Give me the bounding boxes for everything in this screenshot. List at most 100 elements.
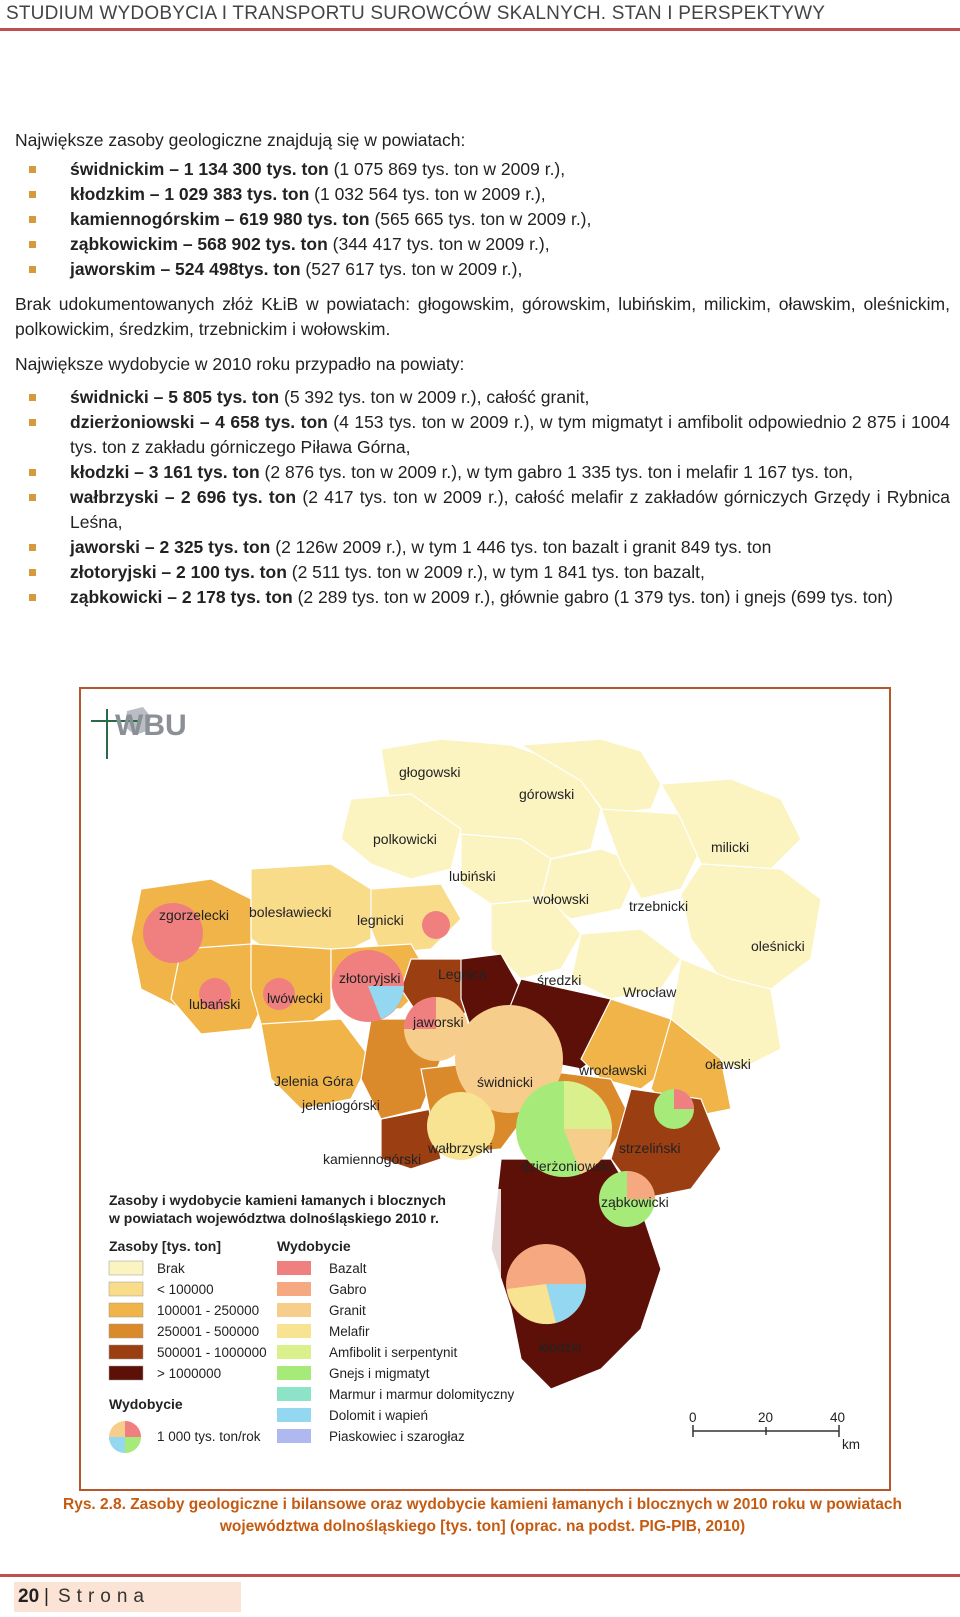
item-text: (565 665 tys. ton w 2009 r.),	[369, 209, 592, 229]
label-zlotoryjski: złotoryjski	[339, 970, 400, 986]
item-text: (2 417 tys. ton w 2009 r.), całość melaf…	[70, 487, 950, 532]
label-olesnicki: oleśnicki	[751, 938, 805, 954]
item-bold: wałbrzyski – 2 696 tys. ton	[70, 487, 297, 507]
label-sredzki: średzki	[537, 972, 581, 988]
item-text: (1 075 869 tys. ton w 2009 r.),	[328, 159, 566, 179]
label-legnica: Legnica	[438, 966, 487, 982]
list-item: ząbkowicki – 2 178 tys. ton (2 289 tys. …	[29, 585, 950, 610]
label-walbrzyski: wałbrzyski	[427, 1140, 493, 1156]
header-rule	[0, 28, 960, 31]
list-item: kamiennogórskim – 619 980 tys. ton (565 …	[29, 207, 950, 232]
legend-rock-label: Granit	[329, 1303, 366, 1318]
item-text: (2 126w 2009 r.), w tym 1 446 tys. ton b…	[270, 537, 772, 557]
list-item: świdnicki – 5 805 tys. ton (5 392 tys. t…	[29, 385, 950, 410]
map-legend: Zasoby i wydobycie kamieni łamanych i bl…	[101, 1189, 515, 1474]
list-item: dzierżoniowski – 4 658 tys. ton (4 153 t…	[29, 410, 950, 460]
scale-bar: 0 20 40 km	[689, 1410, 860, 1452]
map-figure: WBU	[79, 687, 891, 1491]
item-bold: złotoryjski – 2 100 tys. ton	[70, 562, 287, 582]
page-number: 20	[18, 1586, 40, 1607]
rock-types: Bazalt Gabro Granit Melafir Amfibolit i …	[277, 1261, 515, 1444]
legend-rock-label: Dolomit i wapień	[329, 1408, 428, 1423]
main-content: Największe zasoby geologiczne znajdują s…	[15, 128, 950, 610]
legend-production-symbol-label: 1 000 tys. ton/rok	[157, 1429, 261, 1444]
item-bold: dzierżoniowski – 4 658 tys. ton	[70, 412, 328, 432]
legend-class-label: 100001 - 250000	[157, 1303, 259, 1318]
legend-rock-label: Gabro	[329, 1282, 367, 1297]
item-bold: jaworskim – 524 498tys. ton	[70, 259, 301, 279]
label-jaworski: jaworski	[412, 1014, 464, 1030]
footer-rule	[0, 1574, 960, 1577]
legend-production-symbol-title: Wydobycie	[109, 1396, 183, 1412]
legend-class-label: > 1000000	[157, 1366, 221, 1381]
header-title: STUDIUM WYDOBYCIA I TRANSPORTU SUROWCÓW …	[6, 3, 826, 24]
label-trzebnicki: trzebnicki	[629, 898, 688, 914]
item-bold: kamiennogórskim – 619 980 tys. ton	[70, 209, 370, 229]
item-bold: kłodzki – 3 161 tys. ton	[70, 462, 260, 482]
reserves-intro: Największe zasoby geologiczne znajdują s…	[15, 130, 466, 150]
item-bold: świdnickim – 1 134 300 tys. ton	[70, 159, 329, 179]
label-boleslawiecki: bolesławiecki	[249, 904, 331, 920]
legend-rock-label: Melafir	[329, 1324, 370, 1339]
label-legnicki: legnicki	[357, 912, 404, 928]
page-header: STUDIUM WYDOBYCIA I TRANSPORTU SUROWCÓW …	[0, 0, 960, 31]
label-dzierzoniowski: dzierżoniowski	[521, 1158, 612, 1174]
label-polkowicki: polkowicki	[373, 831, 437, 847]
figure-caption: Rys. 2.8. Zasoby geologiczne i bilansowe…	[63, 1496, 902, 1535]
legend-class-label: Brak	[157, 1261, 185, 1276]
scale-unit: km	[842, 1437, 860, 1452]
label-lwowecki: lwówecki	[267, 990, 323, 1006]
legend-class-label: < 100000	[157, 1282, 214, 1297]
item-text: (2 511 tys. ton w 2009 r.), w tym 1 841 …	[286, 562, 705, 582]
list-item: złotoryjski – 2 100 tys. ton (2 511 tys.…	[29, 560, 950, 585]
legend-title-line2: w powiatach województwa dolnośląskiego 2…	[108, 1210, 439, 1226]
item-text: (2 289 tys. ton w 2009 r.), głównie gabr…	[292, 587, 893, 607]
item-bold: ząbkowickim – 568 902 tys. ton	[70, 234, 328, 254]
district-labels: głogowski górowski polkowicki milicki lu…	[159, 764, 805, 1355]
label-wolowski: wołowski	[532, 891, 589, 907]
label-kamiennogorski: kamiennogórski	[323, 1151, 421, 1167]
list-item: ząbkowickim – 568 902 tys. ton (344 417 …	[29, 232, 950, 257]
legend-pie-symbol	[109, 1421, 141, 1453]
label-glogowski: głogowski	[399, 764, 460, 780]
label-lubanski: lubański	[189, 996, 240, 1012]
item-bold: ząbkowicki – 2 178 tys. ton	[70, 587, 293, 607]
label-zgorzelecki: zgorzelecki	[159, 907, 229, 923]
legend-production-title: Wydobycie	[277, 1238, 351, 1254]
item-text: (4 153 tys. ton w 2009 r.), w tym migmat…	[70, 412, 950, 457]
label-milicki: milicki	[711, 839, 749, 855]
legend-rock-label: Amfibolit i serpentynit	[329, 1345, 458, 1360]
list-item: kłodzkim – 1 029 383 tys. ton (1 032 564…	[29, 182, 950, 207]
label-zabkowicki: ząbkowicki	[601, 1194, 669, 1210]
list-item: jaworskim – 524 498tys. ton (527 617 tys…	[29, 257, 950, 282]
footer-separator: |	[44, 1586, 49, 1607]
map-svg: WBU	[91, 705, 860, 1474]
footer-box	[14, 1582, 241, 1612]
item-bold: kłodzkim – 1 029 383 tys. ton	[70, 184, 310, 204]
legend-class-label: 250001 - 500000	[157, 1324, 259, 1339]
production-list: świdnicki – 5 805 tys. ton (5 392 tys. t…	[15, 385, 950, 610]
list-item: jaworski – 2 325 tys. ton (2 126w 2009 r…	[29, 535, 950, 560]
item-text: (2 876 tys. ton w 2009 r.), w tym gabro …	[259, 462, 853, 482]
item-text: (5 392 tys. ton w 2009 r.), całość grani…	[279, 387, 590, 407]
scale-label-20: 20	[758, 1410, 773, 1425]
item-text: (344 417 tys. ton w 2009 r.),	[327, 234, 550, 254]
legend-reserves-title: Zasoby [tys. ton]	[109, 1238, 221, 1254]
legend-rock-label: Gnejs i migmatyt	[329, 1366, 430, 1381]
no-deposits-paragraph: Brak udokumentowanych złóż KŁiB w powiat…	[15, 294, 950, 339]
item-bold: jaworski – 2 325 tys. ton	[70, 537, 271, 557]
label-wroclawski: wrocławski	[578, 1062, 647, 1078]
label-lubinski: lubiński	[449, 868, 496, 884]
list-item: świdnickim – 1 134 300 tys. ton (1 075 8…	[29, 157, 950, 182]
label-strzelinski: strzeliński	[619, 1140, 680, 1156]
label-jelenia-gora: Jelenia Góra	[274, 1073, 354, 1089]
item-text: (527 617 tys. ton w 2009 r.),	[300, 259, 523, 279]
legend-rock-label: Piaskowiec i szarogłaz	[329, 1429, 465, 1444]
footer-label: Strona	[58, 1586, 150, 1607]
label-gorowski: górowski	[519, 786, 574, 802]
label-wroclaw: Wrocław	[623, 984, 677, 1000]
label-swidnicki: świdnicki	[477, 1074, 533, 1090]
label-jeleniogorski: jeleniogórski	[301, 1097, 380, 1113]
scale-label-40: 40	[830, 1410, 845, 1425]
label-olawski: oławski	[705, 1056, 751, 1072]
